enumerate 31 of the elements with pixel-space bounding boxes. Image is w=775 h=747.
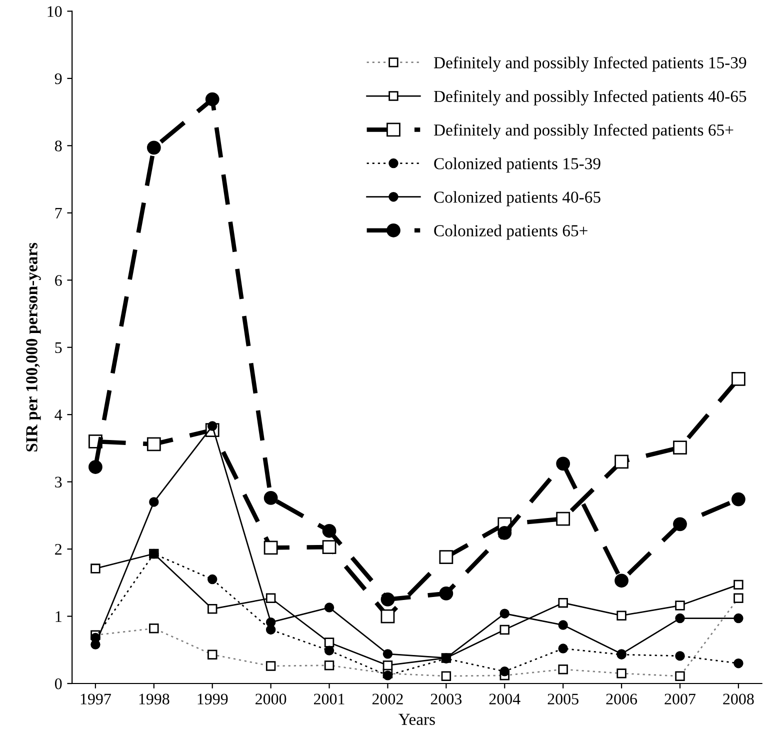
y-tick-label: 0 [54, 678, 62, 690]
y-tick-label: 6 [55, 275, 62, 286]
x-tick-label: 1997 [80, 694, 111, 704]
x-tick-label: 2005 [548, 694, 578, 704]
legend-label: Definitely and possibly Infected patients 40-65 [434, 90, 746, 106]
x-tick-label: 2001 [314, 694, 344, 704]
y-tick-label: 10 [48, 6, 62, 17]
legend-label: Colonized patients 15-39 [434, 158, 600, 173]
x-tick-label: 2004 [489, 694, 520, 704]
y-tick-label: 3 [55, 476, 62, 488]
x-axis-title: Years [398, 714, 435, 725]
x-tick-label: 2003 [430, 694, 462, 704]
legend-label: Colonized patients 65+ [434, 224, 588, 240]
y-tick-label: 2 [55, 544, 62, 555]
x-tick-label: 2008 [723, 694, 754, 704]
y-tick-label: 5 [55, 342, 62, 354]
y-tick-label: 8 [54, 140, 62, 152]
x-tick-label: 1998 [139, 694, 170, 704]
x-tick-label: 2006 [606, 694, 638, 704]
y-axis-title: SIR per 100,000 person-years [26, 242, 41, 452]
legend-label: Definitely and possibly Infected patients 65+ [434, 124, 734, 140]
x-tick-label: 2000 [256, 694, 286, 704]
y-tick-label: 9 [54, 73, 62, 84]
x-tick-label: 1999 [198, 694, 228, 704]
x-tick-label: 2002 [372, 694, 403, 704]
y-tick-label: 4 [54, 410, 62, 420]
y-tick-label: 7 [55, 208, 62, 218]
legend-label: Definitely and possibly Infected patients 15-39 [434, 56, 746, 72]
y-tick-label: 1 [56, 611, 62, 622]
x-tick-label: 2007 [664, 694, 696, 704]
legend-label: Colonized patients 40-65 [434, 191, 600, 206]
